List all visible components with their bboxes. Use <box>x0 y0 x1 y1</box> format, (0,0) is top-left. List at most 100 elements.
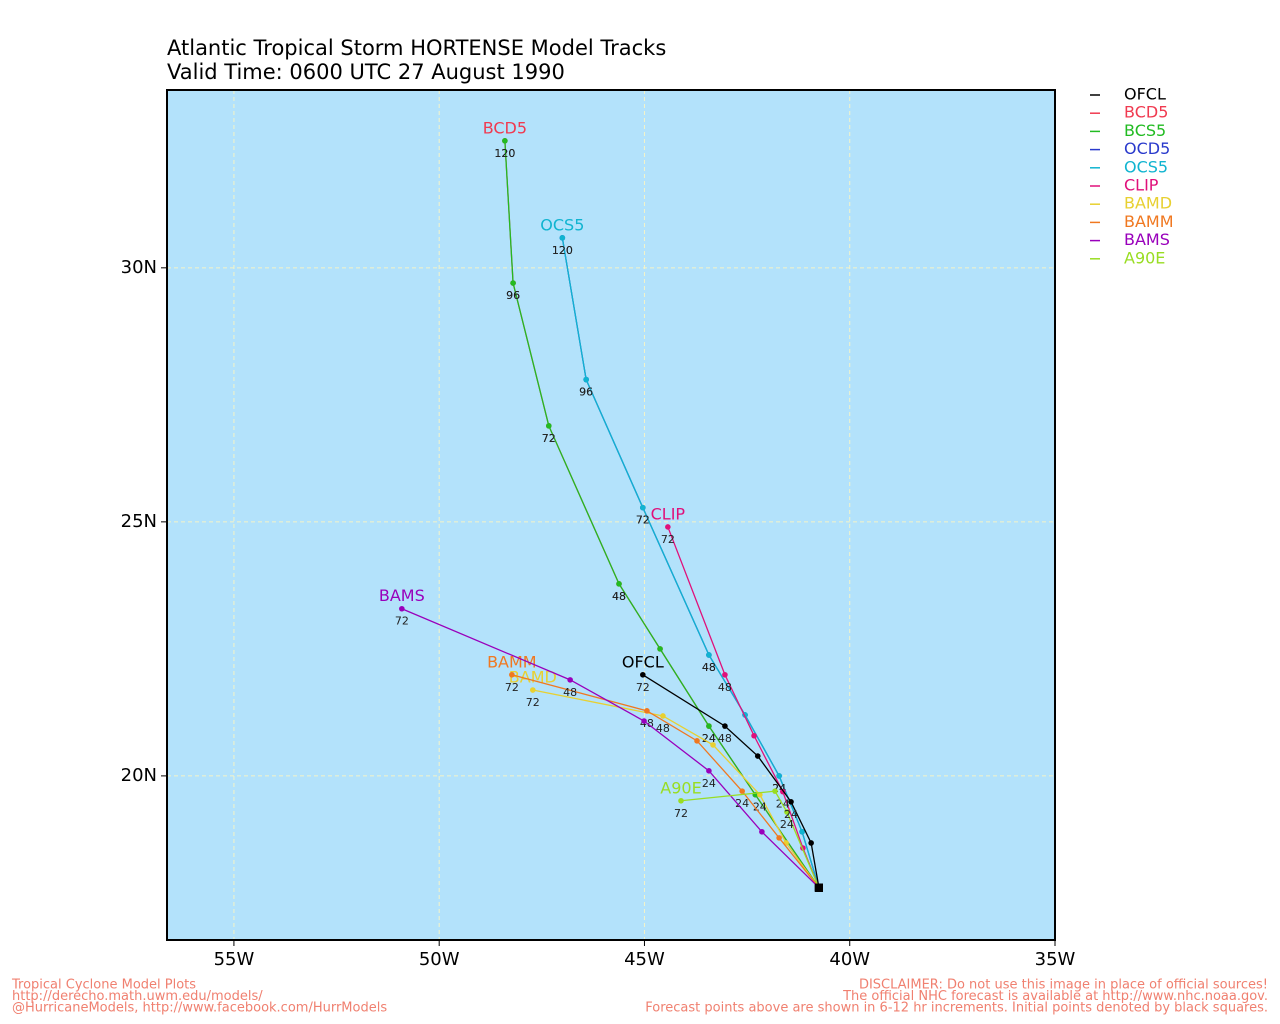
track-point <box>759 828 765 835</box>
x-tick-label: 35W <box>1035 949 1076 970</box>
tau-label: 72 <box>636 514 650 527</box>
footer-text: Forecast points above are shown in 6-12 … <box>645 1001 1268 1016</box>
track-name: BAMS <box>379 586 425 605</box>
track-point <box>546 423 552 429</box>
legend-label: BAMM <box>1124 212 1174 231</box>
y-tick-label: 20N <box>121 765 157 786</box>
tau-label: 24 <box>735 797 749 810</box>
tau-label: 72 <box>542 432 556 445</box>
track-point <box>706 723 712 729</box>
track-point <box>678 797 684 804</box>
legend-label: OFCL <box>1124 85 1166 104</box>
track-name: BAMM <box>487 652 537 671</box>
track-name: A90E <box>660 778 701 797</box>
tau-label: 48 <box>563 686 577 699</box>
track-point <box>665 524 671 530</box>
tau-label: 48 <box>612 590 626 603</box>
tau-label: 24 <box>702 732 716 745</box>
tau-label: 48 <box>702 661 716 674</box>
track-point <box>399 605 405 612</box>
tau-label: 72 <box>505 681 519 694</box>
track-name: OCS5 <box>540 215 584 234</box>
track-point <box>660 713 666 719</box>
tau-label: 96 <box>506 289 520 302</box>
track-line <box>642 674 820 888</box>
legend-label: OCS5 <box>1124 157 1168 176</box>
track-line <box>532 689 820 889</box>
legend-label: BCS5 <box>1124 121 1166 140</box>
track-point <box>640 671 646 678</box>
tau-label: 96 <box>579 386 593 399</box>
tau-label: 24 <box>753 801 767 814</box>
tau-label: 120 <box>552 244 573 257</box>
track-point <box>616 581 622 587</box>
legend-label: A90E <box>1124 248 1165 267</box>
tau-label: 72 <box>661 533 675 546</box>
footer-text: @HurricaneModels, http://www.facebook.co… <box>12 1001 387 1016</box>
legend-label: BCD5 <box>1124 103 1168 122</box>
track-point <box>722 671 728 678</box>
x-tick-label: 40W <box>829 949 870 970</box>
tau-label: 48 <box>718 732 732 745</box>
track-name: BAMD <box>509 668 557 687</box>
footer-text: Tropical Cyclone Model Plots <box>11 978 196 993</box>
tau-label: 48 <box>702 661 716 674</box>
tau-label: 120 <box>494 147 515 160</box>
track-name: BCD5 <box>483 118 527 137</box>
track-point <box>706 768 712 774</box>
footer-text: DISCLAIMER: Do not use this image in pla… <box>859 978 1268 993</box>
track-point <box>776 835 782 841</box>
track-point <box>640 504 646 511</box>
track-point <box>694 738 700 744</box>
tau-label: 48 <box>612 590 626 603</box>
track-point <box>644 708 650 714</box>
track-point <box>788 799 794 805</box>
x-tick-label: 45W <box>624 949 665 970</box>
footer-text: http://derecho.math.uwm.edu/models/ <box>12 989 263 1004</box>
plot-area <box>167 90 1055 940</box>
legend-label: CLIP <box>1124 176 1159 195</box>
track-point <box>567 677 573 683</box>
y-tick-label: 30N <box>121 257 157 278</box>
initial-point <box>814 883 823 892</box>
track-name: OFCL <box>622 652 664 671</box>
track-point <box>751 732 757 739</box>
track-line <box>401 608 820 889</box>
track-point <box>739 788 745 794</box>
track-point <box>559 235 566 241</box>
tau-label: 24 <box>784 808 798 821</box>
track-name: CLIP <box>651 504 686 523</box>
track-point <box>706 652 712 658</box>
tau-label: 48 <box>718 681 732 694</box>
legend-label: OCD5 <box>1124 139 1170 158</box>
track-line <box>680 790 820 888</box>
legend-label: BAMD <box>1124 194 1172 213</box>
track-point <box>583 376 589 383</box>
y-tick-label: 25N <box>121 511 157 532</box>
track-point <box>641 718 647 724</box>
tau-label: 72 <box>636 681 650 694</box>
track-line <box>511 674 820 889</box>
chart-title: Atlantic Tropical Storm HORTENSE Model T… <box>167 36 666 60</box>
plot-frame <box>166 89 1056 941</box>
track-point <box>772 788 778 794</box>
tau-label: 24 <box>702 777 716 790</box>
chart-subtitle: Valid Time: 0600 UTC 27 August 1990 <box>167 60 565 84</box>
x-tick-label: 55W <box>214 949 255 970</box>
track-point <box>808 840 814 846</box>
track-point <box>754 753 761 759</box>
tau-label: 24 <box>780 818 794 831</box>
tau-label: 72 <box>526 696 540 709</box>
tau-label: 24 <box>702 732 716 745</box>
track-point <box>657 646 663 652</box>
track-point <box>799 828 805 835</box>
tau-label: 120 <box>552 244 573 257</box>
track-point <box>529 687 536 693</box>
track-point <box>784 809 790 815</box>
track-point <box>722 723 728 729</box>
track-point <box>510 280 516 286</box>
tau-label: 72 <box>674 807 688 820</box>
x-tick-label: 50W <box>419 949 460 970</box>
tau-label: 120 <box>494 147 515 160</box>
